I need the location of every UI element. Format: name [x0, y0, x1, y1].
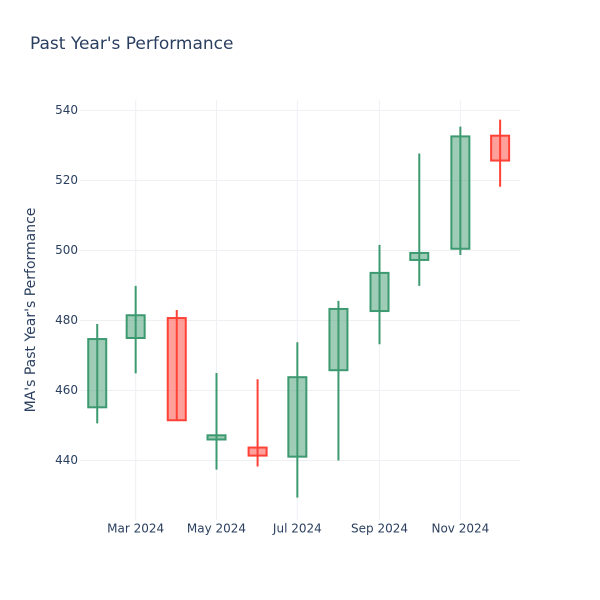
- candle-body: [490, 134, 511, 162]
- candle-body: [409, 251, 430, 261]
- candle-body: [206, 434, 227, 441]
- x-tick-label: May 2024: [187, 522, 246, 536]
- candle-body: [247, 446, 268, 457]
- y-tick-label: 460: [55, 383, 78, 397]
- x-tick-label: Jul 2024: [272, 522, 322, 536]
- x-tick-label: Nov 2024: [431, 522, 489, 536]
- y-tick-label: 540: [55, 103, 78, 117]
- y-axis-title: MA's Past Year's Performance: [23, 208, 39, 413]
- y-tick-label: 520: [55, 173, 78, 187]
- candle-body: [87, 338, 108, 409]
- x-tick-label: Sep 2024: [351, 522, 408, 536]
- candle-body: [328, 307, 349, 372]
- candle-body: [287, 376, 308, 458]
- y-tick-label: 440: [55, 453, 78, 467]
- y-tick-label: 480: [55, 313, 78, 327]
- y-tick-label: 500: [55, 243, 78, 257]
- candle-body: [450, 135, 471, 250]
- chart-title: Past Year's Performance: [30, 34, 234, 54]
- candle-body: [166, 317, 187, 422]
- x-tick-label: Mar 2024: [107, 522, 164, 536]
- candle-body: [125, 314, 146, 339]
- candle-body: [369, 271, 390, 313]
